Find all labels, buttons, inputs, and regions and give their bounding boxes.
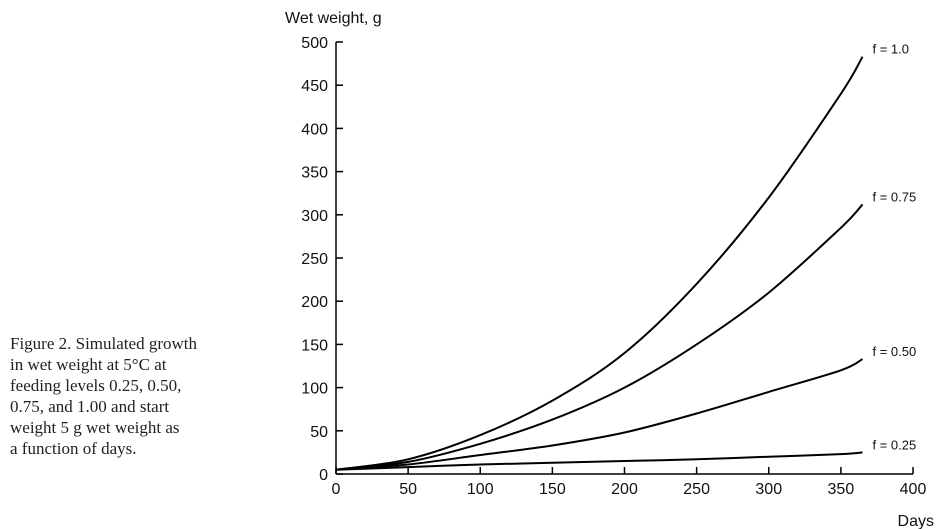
- figure-caption: Figure 2. Simulated growth in wet weight…: [10, 333, 270, 459]
- x-tick-label: 300: [755, 481, 782, 498]
- x-tick-label: 350: [828, 481, 855, 498]
- series-line-2: [335, 358, 864, 471]
- x-tick-label: 0: [332, 481, 341, 498]
- series-line-0: [335, 56, 864, 471]
- y-tick-label: 0: [319, 467, 328, 484]
- series-line-1: [335, 203, 864, 471]
- y-tick-label: 50: [310, 424, 328, 441]
- caption-line: a function of days.: [10, 439, 137, 458]
- axes: 0 50 100 150 200 250 300 350 400 450 500 0 50 100 150 2…: [301, 35, 926, 498]
- x-tick-label: 50: [399, 481, 417, 498]
- y-tick-label: 100: [301, 381, 328, 398]
- series-label-0: f = 1.0: [873, 42, 910, 57]
- caption-line: feeding levels 0.25, 0.50,: [10, 376, 182, 395]
- y-tick-label: 500: [301, 35, 328, 52]
- caption-line: in wet weight at 5°C at: [10, 355, 167, 374]
- caption-line: Figure 2. Simulated growth: [10, 334, 197, 353]
- x-tick-label: 150: [539, 481, 566, 498]
- series-label-2: f = 0.50: [873, 344, 917, 359]
- x-tick-label: 250: [683, 481, 710, 498]
- y-tick-label: 400: [301, 121, 328, 138]
- y-tick-label: 200: [301, 294, 328, 311]
- series-labels: f = 1.0 f = 0.75 f = 0.50 f = 0.25: [873, 42, 917, 453]
- series-line-3: [335, 451, 863, 471]
- x-tick-label: 100: [467, 481, 494, 498]
- caption-line: weight 5 g wet weight as: [10, 418, 180, 437]
- x-tick-label: 400: [900, 481, 927, 498]
- y-tick-label: 450: [301, 78, 328, 95]
- x-tick-label: 200: [611, 481, 638, 498]
- series-label-3: f = 0.25: [873, 437, 917, 452]
- series-label-1: f = 0.75: [873, 189, 917, 204]
- y-tick-label: 250: [301, 251, 328, 268]
- y-tick-label: 350: [301, 165, 328, 182]
- caption-line: 0.75, and 1.00 and start: [10, 397, 170, 416]
- series-lines: [335, 56, 864, 471]
- y-axis-title: Wet weight, g: [285, 10, 382, 27]
- y-tick-label: 150: [301, 337, 328, 354]
- y-tick-label: 300: [301, 208, 328, 225]
- x-axis-title: Days: [898, 513, 934, 529]
